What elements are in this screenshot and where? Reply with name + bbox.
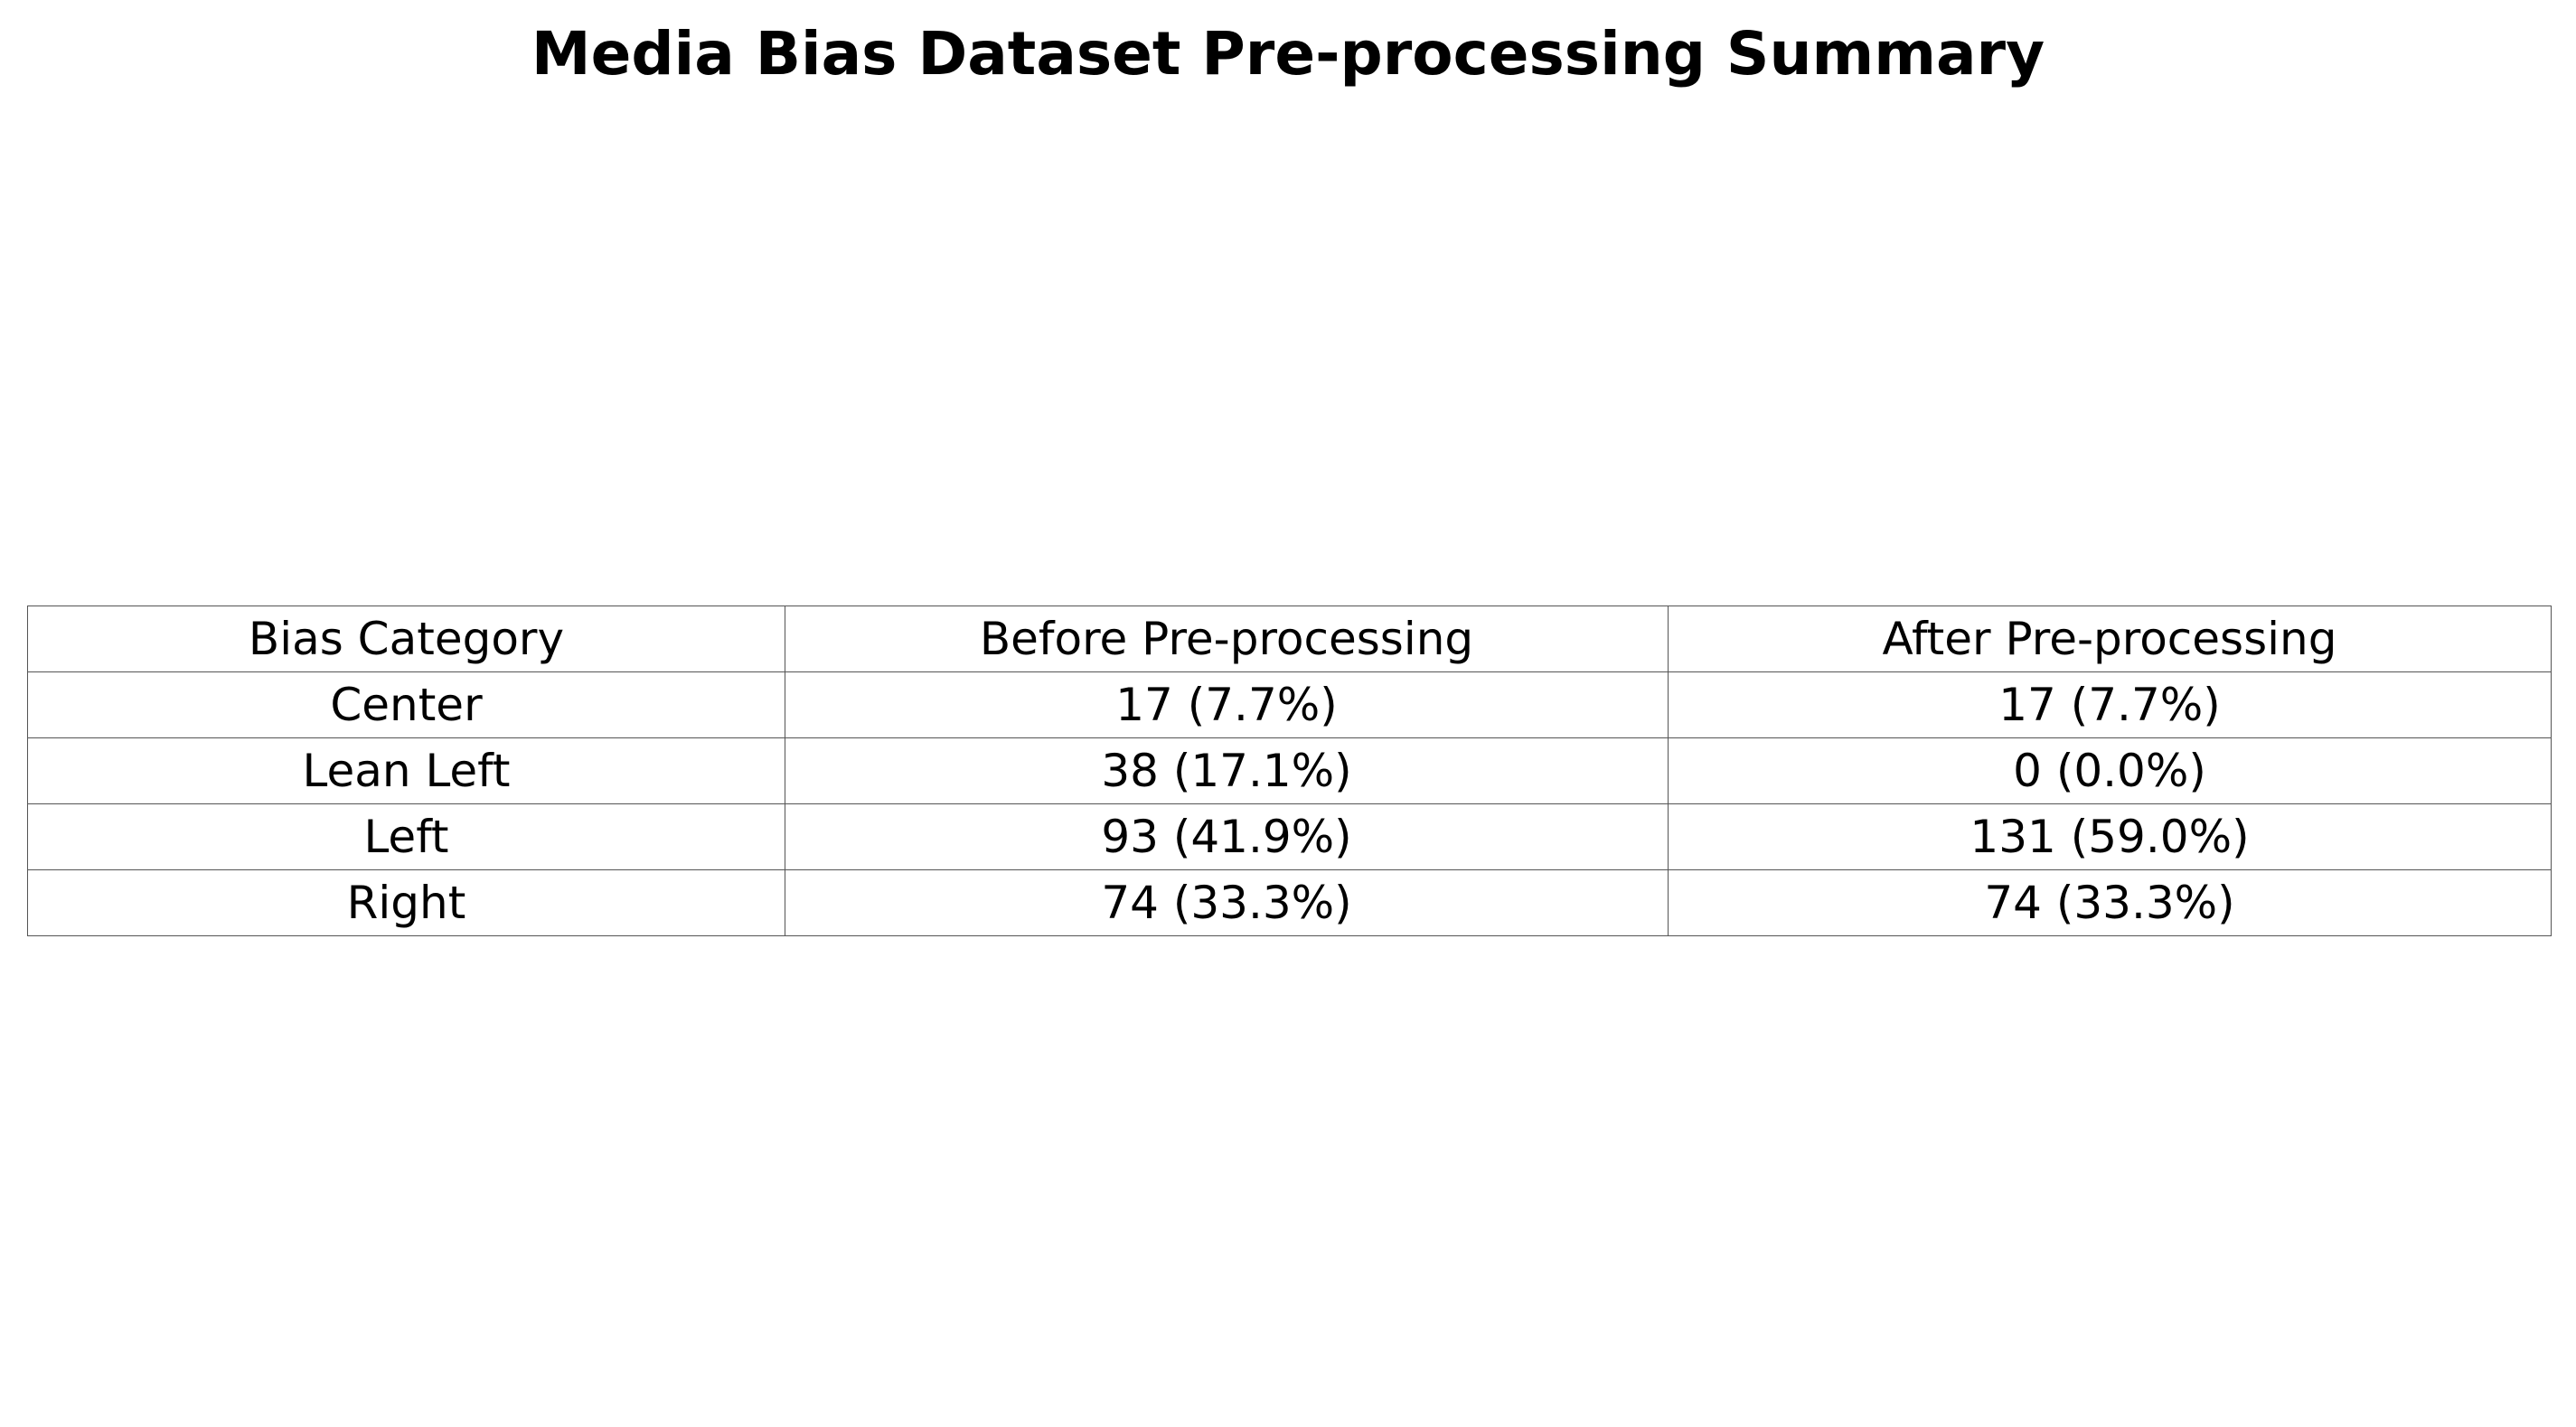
cell-category: Lean Left: [27, 737, 785, 804]
cell-before: 38 (17.1%): [785, 737, 1669, 804]
cell-before: 93 (41.9%): [785, 803, 1669, 870]
cell-before: 74 (33.3%): [785, 869, 1669, 936]
cell-after: 74 (33.3%): [1668, 869, 2552, 936]
table-row: Center 17 (7.7%) 17 (7.7%): [27, 671, 2552, 738]
cell-after: 17 (7.7%): [1668, 671, 2552, 738]
header-bias-category: Bias Category: [27, 606, 785, 672]
table-header-row: Bias Category Before Pre-processing Afte…: [27, 606, 2552, 672]
header-before-preprocessing: Before Pre-processing: [785, 606, 1669, 672]
cell-before: 17 (7.7%): [785, 671, 1669, 738]
header-after-preprocessing: After Pre-processing: [1668, 606, 2552, 672]
cell-category: Left: [27, 803, 785, 870]
table-row: Right 74 (33.3%) 74 (33.3%): [27, 869, 2552, 936]
chart-title: Media Bias Dataset Pre-processing Summar…: [531, 19, 2045, 89]
table-row: Lean Left 38 (17.1%) 0 (0.0%): [27, 737, 2552, 804]
cell-after: 131 (59.0%): [1668, 803, 2552, 870]
summary-table: Bias Category Before Pre-processing Afte…: [27, 606, 2552, 936]
cell-after: 0 (0.0%): [1668, 737, 2552, 804]
cell-category: Center: [27, 671, 785, 738]
cell-category: Right: [27, 869, 785, 936]
table-row: Left 93 (41.9%) 131 (59.0%): [27, 803, 2552, 870]
